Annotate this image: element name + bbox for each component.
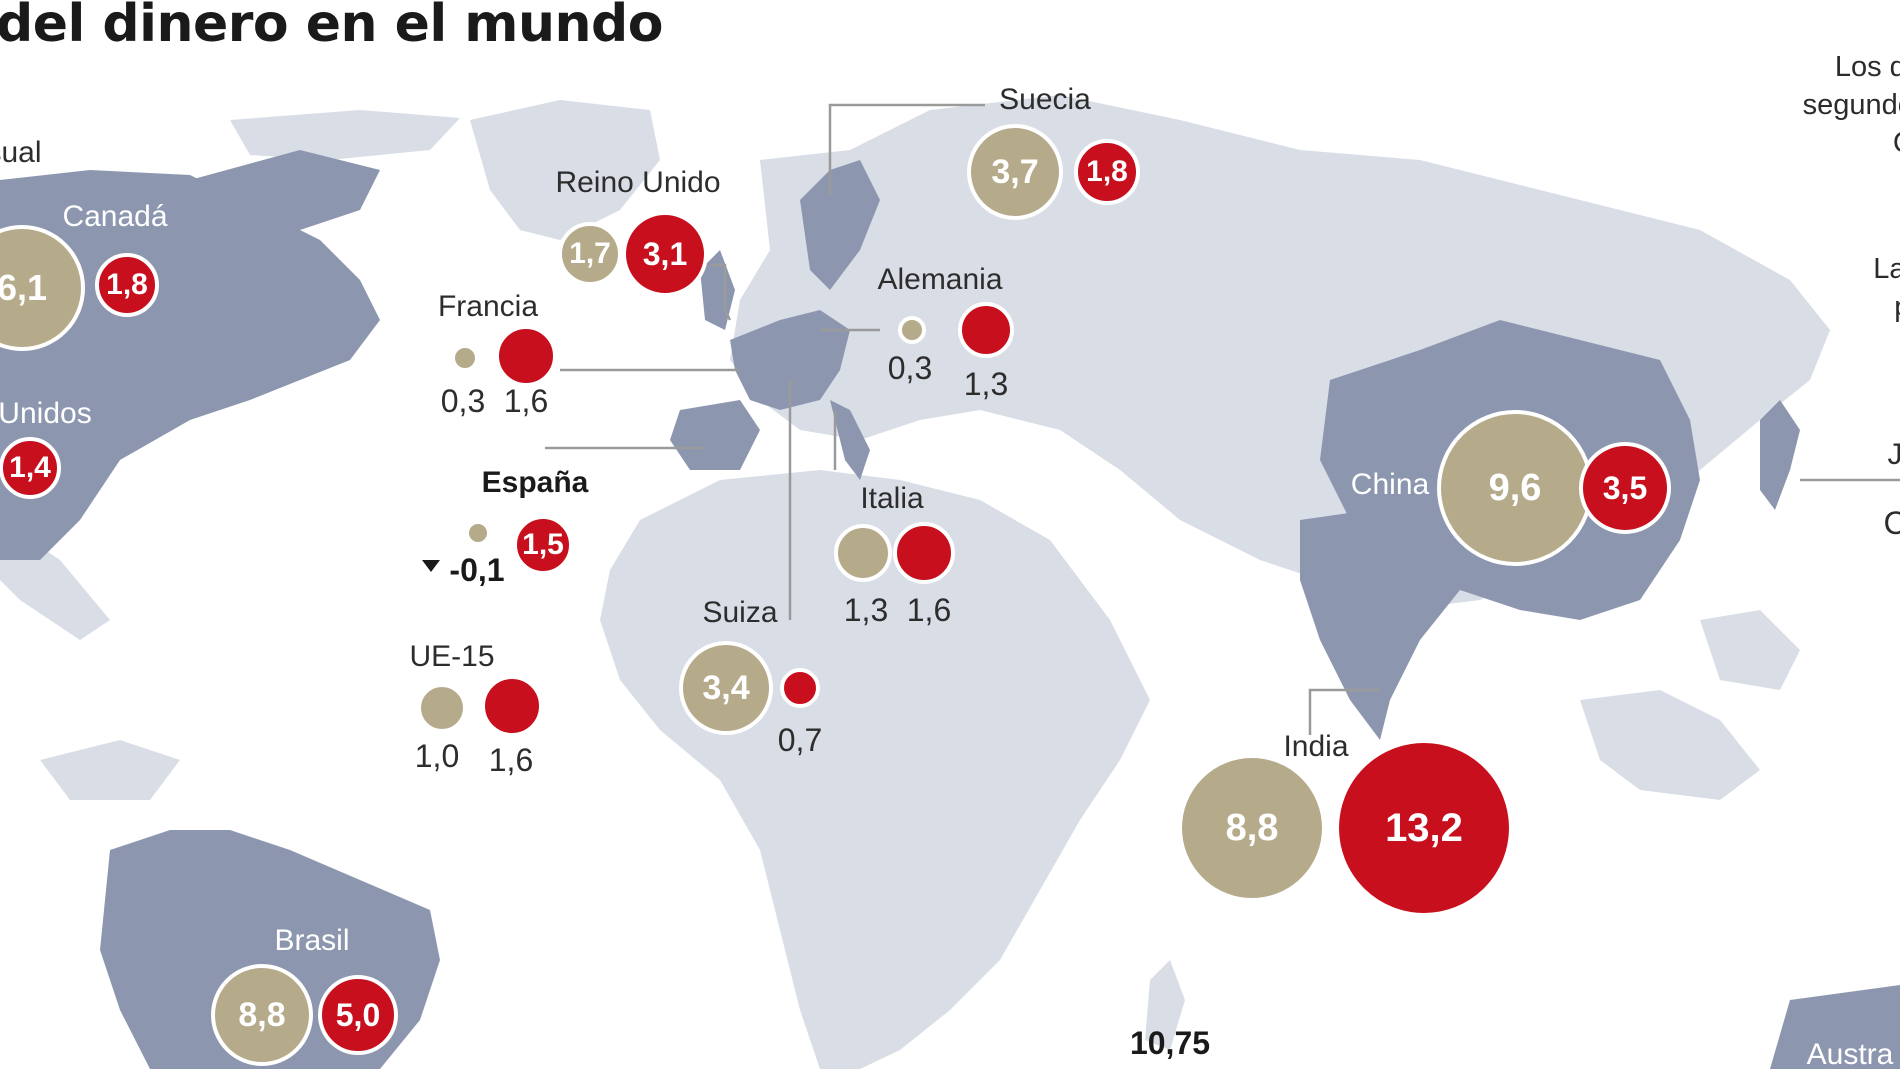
bubble-reino-tan: 1,7 — [558, 222, 622, 286]
bubble-china-tan: 9,6 — [1437, 410, 1593, 566]
label-italia: Italia — [860, 482, 924, 515]
bubble-espana-tan — [465, 520, 491, 546]
value-espana-tan: -0,1 — [449, 552, 505, 588]
bubble-alemania-tan — [898, 316, 926, 344]
label-suiza: Suiza — [702, 596, 778, 629]
bubble-italia-red — [893, 522, 955, 584]
value-japan-partial: C — [1883, 505, 1900, 541]
bubble-brasil-red: 5,0 — [318, 975, 398, 1055]
label-brasil: Brasil — [274, 924, 350, 957]
label-india: India — [1283, 730, 1349, 763]
bubble-suecia-tan: 3,7 — [967, 124, 1063, 220]
value-francia-tan: 0,3 — [440, 383, 486, 419]
note-mid-right: Las pr — [1873, 250, 1900, 326]
label-partial-left: sual — [0, 136, 42, 169]
label-reino-unido: Reino Unido — [555, 166, 721, 199]
bubble-suiza-tan: 3,4 — [679, 641, 773, 735]
label-francia: Francia — [437, 290, 539, 323]
value-suiza-red: 0,7 — [777, 722, 823, 758]
value-bottom: 10,75 — [1129, 1025, 1211, 1061]
label-alemania: Alemania — [877, 263, 1003, 296]
label-usa: Unidos — [0, 397, 92, 430]
note-line: segundo t — [1802, 89, 1900, 121]
leader-lines — [545, 103, 1900, 735]
page-title: del dinero en el mundo — [0, 0, 663, 54]
bubble-ue15-tan — [417, 683, 467, 733]
label-japan-partial: J — [1888, 438, 1900, 472]
bubble-alemania-red — [958, 302, 1014, 358]
value-ue15-tan: 1,0 — [414, 738, 460, 774]
bubble-francia-red — [495, 325, 557, 387]
label-espana: España — [481, 466, 589, 499]
note-line: pr — [1873, 288, 1900, 326]
label-suecia: Suecia — [999, 83, 1091, 116]
down-arrow-icon — [422, 560, 440, 572]
bubble-brasil-tan: 8,8 — [211, 964, 313, 1066]
bubble-ue15-red — [481, 675, 543, 737]
value-ue15-red: 1,6 — [488, 742, 534, 778]
value-alemania-tan: 0,3 — [887, 350, 933, 386]
bubble-italia-tan — [834, 524, 892, 582]
note-top-right: Los dat segundo t Ca — [1803, 48, 1900, 162]
label-australia: Austra — [1806, 1038, 1894, 1069]
bubble-francia-tan — [451, 344, 479, 372]
bubble-reino-red: 3,1 — [622, 211, 708, 297]
bubble-india-tan: 8,8 — [1178, 754, 1326, 902]
note-line: Las — [1873, 253, 1900, 285]
value-francia-red: 1,6 — [503, 383, 549, 419]
label-china: China — [1350, 468, 1430, 501]
label-canada: Canadá — [62, 200, 168, 233]
value-italia-tan: 1,3 — [843, 592, 889, 628]
bubble-canada-red: 1,8 — [95, 253, 159, 317]
bubble-suecia-red: 1,8 — [1074, 139, 1140, 205]
value-italia-red: 1,6 — [906, 592, 952, 628]
note-line: Ca — [1803, 124, 1900, 162]
bubble-china-red: 3,5 — [1579, 442, 1671, 534]
bubble-suiza-red — [780, 668, 820, 708]
bubble-usa-red: 1,4 — [0, 437, 61, 499]
note-line: Los dat — [1834, 51, 1900, 83]
value-alemania-red: 1,3 — [963, 366, 1009, 402]
bubble-espana-red: 1,5 — [513, 515, 573, 575]
label-ue15: UE-15 — [409, 640, 495, 673]
bubble-india-red: 13,2 — [1335, 739, 1513, 917]
